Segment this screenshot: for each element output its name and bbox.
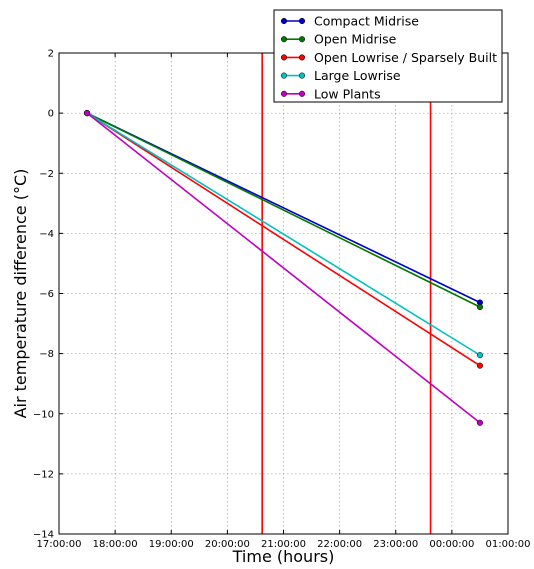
- x-tick-label: 23:00:00: [373, 539, 418, 550]
- series-line: [86, 112, 481, 356]
- series-line: [86, 112, 481, 308]
- legend-marker: [280, 72, 288, 79]
- y-tick-label: −12: [33, 469, 54, 480]
- x-tick-label: 21:00:00: [261, 539, 306, 550]
- data-point: [476, 362, 483, 369]
- legend-marker: [298, 54, 306, 61]
- data-point: [84, 110, 91, 117]
- y-tick-label: 2: [48, 49, 54, 60]
- x-tick-label: 00:00:00: [429, 539, 474, 550]
- legend-label: Large Lowrise: [314, 68, 401, 83]
- series-line: [86, 112, 481, 367]
- legend-marker: [280, 17, 288, 25]
- x-tick-label: 18:00:00: [93, 539, 138, 550]
- legend-box: [273, 9, 503, 103]
- y-tick-label: −10: [33, 409, 54, 420]
- y-tick-label: −14: [33, 530, 54, 541]
- reference-lines: [261, 53, 432, 534]
- data-point: [476, 352, 483, 359]
- x-tick-label: 17:00:00: [37, 539, 82, 550]
- series-line: [86, 112, 481, 424]
- legend-marker: [298, 72, 306, 79]
- series-layer: [84, 110, 483, 426]
- data-point: [476, 419, 483, 426]
- y-axis-title: Air temperature difference (°C): [11, 169, 30, 419]
- y-tick-label: 0: [48, 109, 54, 120]
- legend-label: Low Plants: [314, 86, 381, 101]
- y-tick-label: −6: [39, 289, 54, 300]
- y-tick-label: −4: [39, 229, 54, 240]
- legend-marker: [298, 90, 306, 97]
- x-tick-label: 22:00:00: [317, 539, 362, 550]
- x-axis-title: Time (hours): [232, 547, 335, 565]
- legend-label: Compact Midrise: [314, 14, 419, 29]
- grid: [59, 53, 508, 534]
- x-tick-label: 01:00:00: [486, 539, 531, 550]
- legend-marker: [280, 36, 288, 43]
- x-tick-label: 19:00:00: [149, 539, 194, 550]
- legend: Compact Midrise Open Midrise Open Lowrise …: [273, 9, 503, 103]
- legend-label: Open Midrise: [314, 32, 397, 47]
- x-tick-label: 20:00:00: [205, 539, 250, 550]
- legend-marker: [298, 17, 306, 25]
- data-point: [476, 303, 483, 311]
- legend-marker: [280, 90, 288, 97]
- y-tick-label: −2: [39, 169, 54, 180]
- legend-marker: [280, 54, 288, 61]
- ticks: 17:00:00 18:00:00 19:00:00 20:00:00 21:00:00…: [33, 49, 531, 551]
- legend-marker: [298, 36, 306, 43]
- legend-label: Open Lowrise / Sparsely Built: [314, 50, 497, 65]
- y-tick-label: −8: [39, 349, 54, 360]
